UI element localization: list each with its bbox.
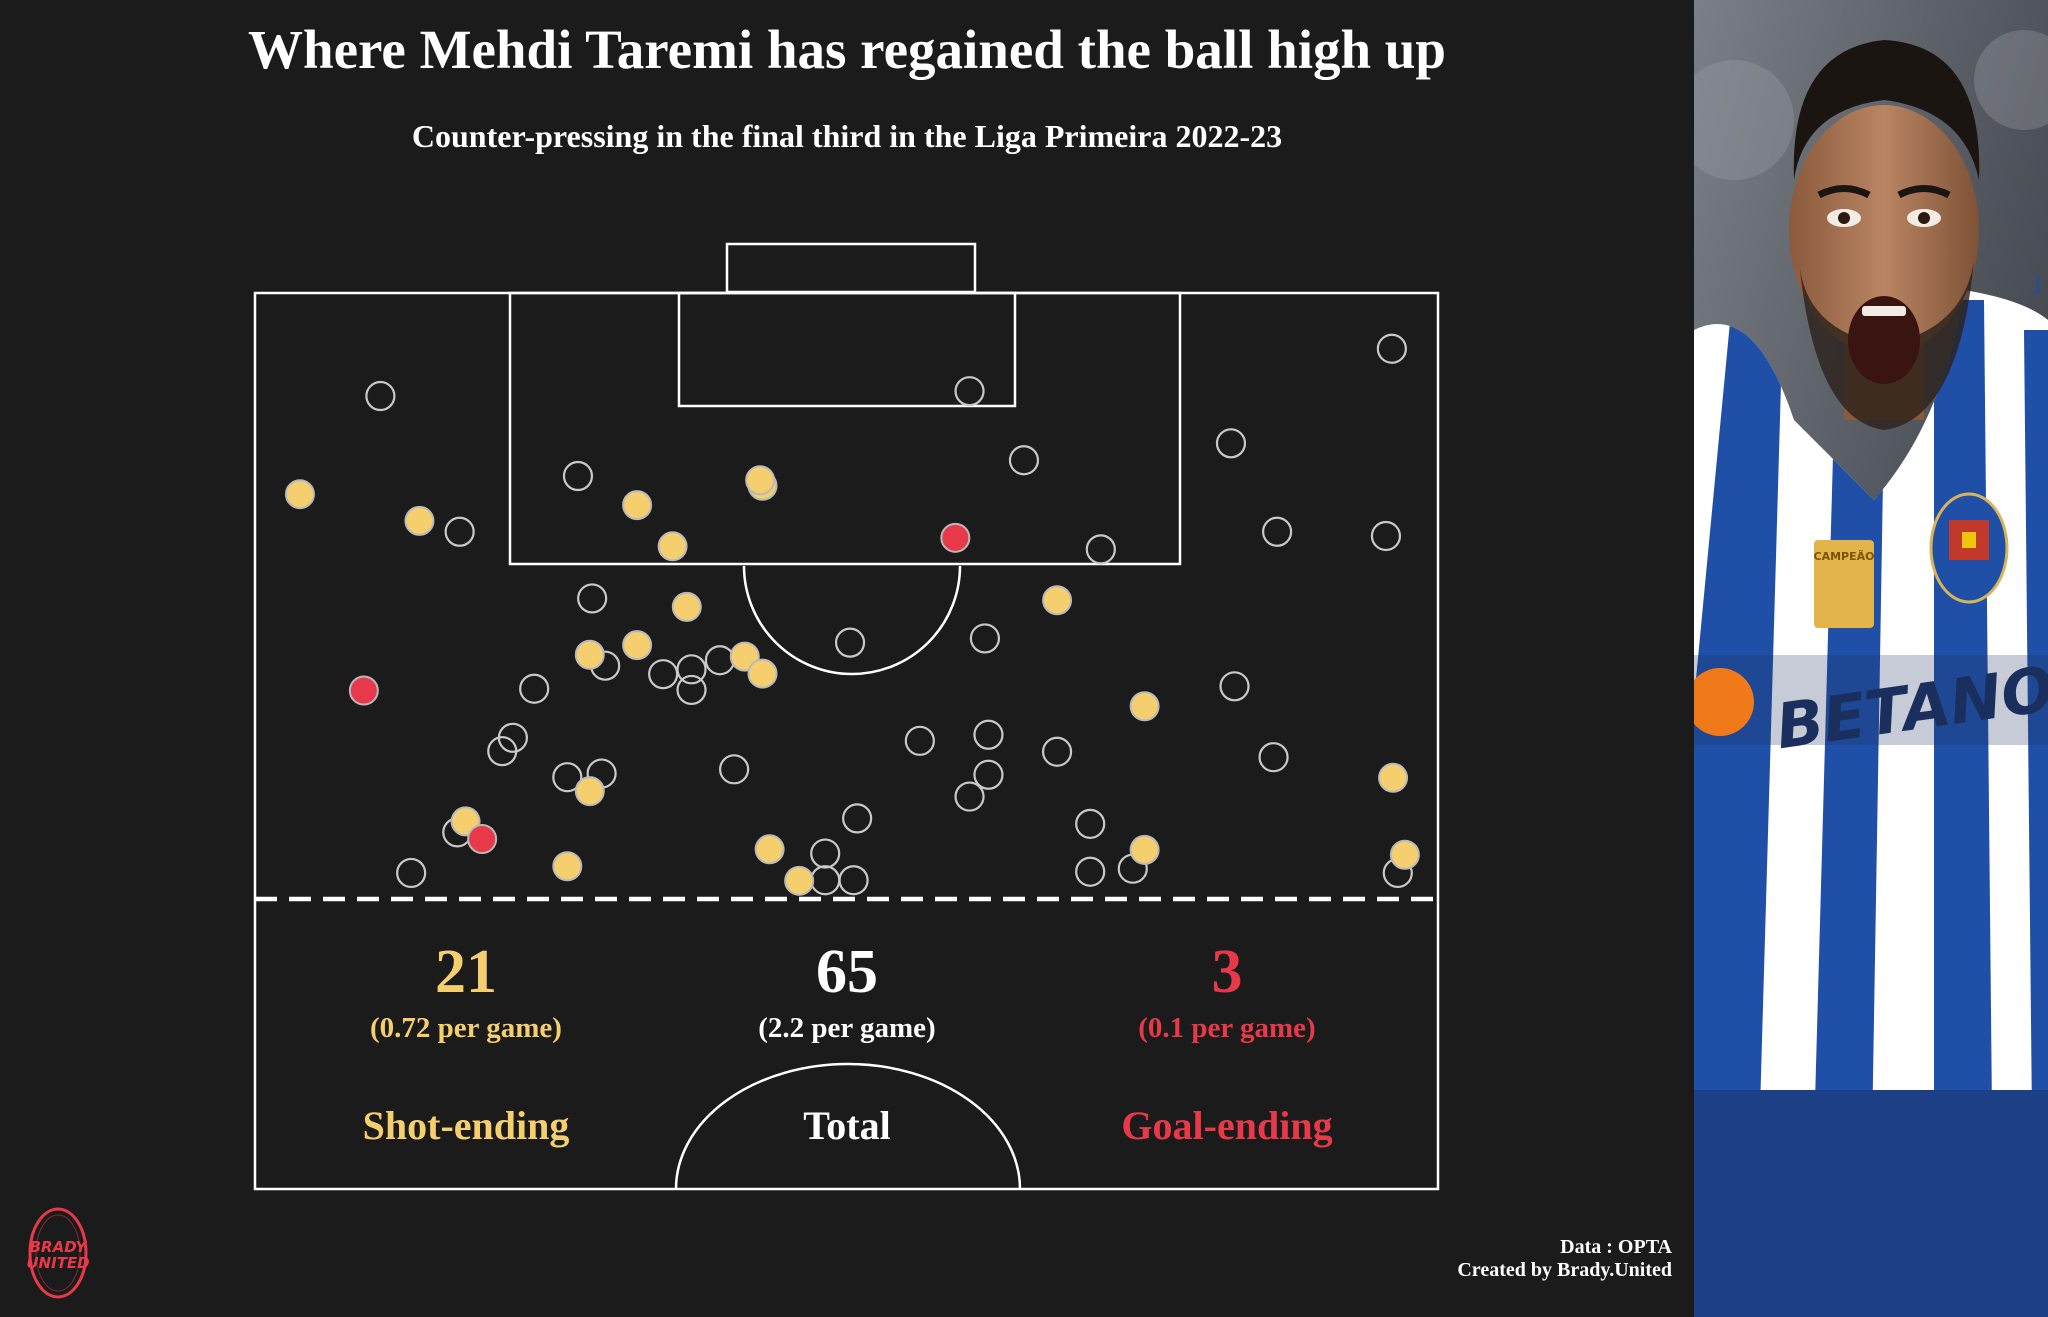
pitch-chart: 21 (0.72 per game) Shot-ending 65 (2.2 p… [253,242,1440,1191]
logo-text-bottom: UNITED [26,1254,89,1272]
player-photo: BETANO CAMPEÃO J [1694,0,2048,1317]
total-label: Total [803,1103,890,1148]
photo-shirt-number: J [2032,271,2041,295]
six-yard-box [677,291,1017,408]
shot-ending-point-16 [552,851,583,882]
recovery-point-6 [1215,428,1247,459]
player-head [1789,40,1980,430]
shot-ending-point-5 [745,465,776,496]
recovery-point-8 [1262,516,1293,547]
goal-count: 3 [1212,938,1243,1006]
recovery-point-37 [838,865,869,896]
goal-ending-point-2 [348,675,379,706]
shot-ending-point-1 [284,479,315,510]
shot-ending-point-19 [1129,834,1160,865]
recovery-point-22 [487,736,518,767]
shot-ending-point-6 [657,531,688,562]
pitch-outline [253,291,1440,1191]
shirt [1694,290,2048,1317]
penalty-arc [742,565,962,676]
recovery-point-29 [1258,742,1289,773]
recovery-point-32 [1075,808,1106,839]
recovery-point-35 [810,838,841,869]
shot-ending-point-12 [1042,585,1073,616]
shot-ending-point-21 [1389,839,1420,870]
recovery-point-20 [1219,671,1250,702]
shot-ending-point-18 [784,865,815,896]
recovery-point-9 [1370,520,1402,552]
recovery-point-2 [954,376,985,407]
shot-ending-point-7 [671,591,702,622]
chart-title: Where Mehdi Taremi has regained the ball… [248,19,1446,80]
recovery-points [284,333,1420,896]
recovery-point-12 [834,627,866,658]
recovery-point-18 [676,674,707,706]
recovery-point-19 [704,645,736,676]
recovery-point-41 [973,759,1004,790]
shot-ending-point-14 [574,776,605,807]
recovery-point-1 [365,380,396,412]
recovery-point-36 [810,865,841,896]
recovery-point-10 [1085,534,1116,565]
goal-per-game: (0.1 per game) [1138,1012,1315,1044]
recovery-point-17 [676,654,707,685]
recovery-point-5 [1008,445,1040,476]
recovery-point-23 [904,725,935,756]
chart-subtitle: Counter-pressing in the final third in t… [411,118,1283,154]
shot-ending-point-8 [574,639,605,670]
pitch-lines [253,242,1440,1191]
shot-ending-point-20 [1378,762,1409,793]
recovery-point-16 [648,659,679,690]
total-per-game: (2.2 per game) [758,1012,935,1044]
goal-ending-point-1 [940,522,971,553]
credit-author: Created by Brady.United [1457,1259,1672,1281]
shot-count: 21 [435,938,497,1006]
shot-ending-point-3 [622,490,653,521]
stats-block: 21 (0.72 per game) Shot-ending 65 (2.2 p… [363,938,1333,1148]
goal-box [725,242,977,294]
shot-ending-point-11 [747,658,778,689]
champion-badge: CAMPEÃO [1814,540,1875,628]
shot-ending-point-2 [404,505,435,536]
recovery-point-38 [1075,856,1106,887]
recovery-point-28 [1041,736,1073,767]
logo-text-top: BRADY [30,1238,89,1256]
recovery-point-14 [519,673,550,704]
shot-label: Shot-ending [363,1103,570,1148]
recovery-point-26 [552,762,583,793]
shot-ending-point-9 [622,630,653,661]
recovery-point-25 [719,754,750,785]
recovery-point-7 [444,516,475,547]
shot-ending-point-13 [1129,691,1160,722]
recovery-point-13 [969,623,1001,654]
recovery-point-3 [1376,333,1407,364]
brady-united-logo: BRADY UNITED [26,1207,90,1299]
goal-label: Goal-ending [1121,1103,1332,1148]
total-count: 65 [816,938,878,1006]
recovery-point-4 [562,460,594,492]
shot-per-game: (0.72 per game) [370,1012,562,1044]
recovery-point-24 [973,719,1004,750]
penalty-area [508,291,1182,566]
shot-ending-point-17 [754,834,785,865]
credit-data-source: Data : OPTA [1560,1236,1672,1258]
goal-ending-point-3 [467,824,498,855]
center-circle [674,1062,1022,1190]
recovery-point-30 [954,781,985,812]
recovery-point-34 [396,857,427,889]
club-crest [1929,492,2009,604]
recovery-point-31 [842,803,873,834]
recovery-point-11 [577,583,608,614]
champion-badge-text: CAMPEÃO [1814,550,1875,563]
